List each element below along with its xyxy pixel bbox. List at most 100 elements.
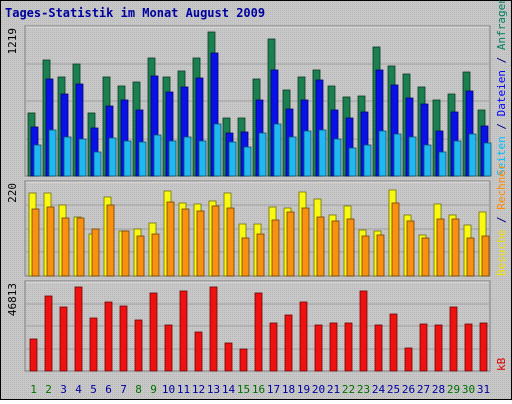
bar-visits-rechner-23	[361, 235, 370, 277]
bar-kb-kb-8	[134, 319, 143, 372]
bar-requests-seiten-31	[483, 142, 492, 177]
bar-visits-rechner-16	[256, 233, 265, 277]
bar-kb-kb-29	[449, 306, 458, 372]
bar-kb-kb-3	[59, 306, 68, 372]
x-tick-label: 16	[252, 383, 265, 396]
x-tick-label: 26	[402, 383, 415, 396]
panel-max-label: 46813	[6, 283, 19, 316]
bar-kb-kb-11	[179, 290, 188, 372]
x-tick-label: 12	[192, 383, 205, 396]
bar-requests-seiten-3	[63, 136, 72, 177]
bar-kb-kb-13	[209, 286, 218, 372]
legend-part: Dateien	[495, 70, 508, 116]
bar-visits-rechner-21	[331, 220, 340, 277]
x-tick-label: 17	[267, 383, 280, 396]
bar-visits-rechner-10	[166, 201, 175, 277]
bar-kb-kb-9	[149, 292, 158, 372]
bar-kb-kb-2	[44, 295, 53, 372]
bar-kb-kb-1	[29, 338, 38, 372]
bar-visits-rechner-26	[406, 220, 415, 277]
bar-kb-kb-19	[299, 301, 308, 372]
bar-requests-seiten-25	[393, 133, 402, 177]
panel-legend-label: Besuche / Rechner	[495, 163, 508, 276]
bar-requests-seiten-14	[228, 141, 237, 177]
bar-kb-kb-28	[434, 324, 443, 372]
x-tick-label: 4	[75, 383, 82, 396]
chart-panels: 1219 Seiten / Dateien / Anfragen 220 Besuch…	[6, 0, 508, 372]
x-tick-label: 3	[60, 383, 67, 396]
x-tick-label: 18	[282, 383, 295, 396]
x-tick-label: 9	[150, 383, 157, 396]
panel-requests: 1219 Seiten / Dateien / Anfragen	[6, 0, 508, 177]
bar-requests-seiten-28	[438, 151, 447, 177]
x-tick-label: 31	[477, 383, 490, 396]
bar-requests-seiten-15	[243, 146, 252, 177]
bar-requests-seiten-9	[153, 134, 162, 177]
panel-visits: 220 Besuche / Rechner	[6, 163, 508, 277]
bar-visits-rechner-28	[436, 218, 445, 277]
x-tick-label: 10	[162, 383, 175, 396]
bar-kb-kb-18	[284, 314, 293, 372]
legend-part: Rechner	[495, 163, 508, 210]
bar-kb-kb-25	[389, 313, 398, 372]
bar-visits-rechner-19	[301, 207, 310, 277]
x-tick-label: 21	[327, 383, 340, 396]
x-tick-label: 19	[297, 383, 310, 396]
bar-visits-rechner-14	[226, 207, 235, 277]
x-tick-label: 27	[417, 383, 430, 396]
bar-requests-seiten-22	[348, 147, 357, 177]
bar-requests-seiten-8	[138, 141, 147, 177]
panel-legend-label: Seiten / Dateien / Anfragen	[495, 0, 508, 176]
bar-requests-seiten-21	[333, 138, 342, 177]
x-tick-label: 29	[447, 383, 460, 396]
bar-requests-seiten-29	[453, 140, 462, 177]
bar-visits-rechner-22	[346, 218, 355, 277]
bar-visits-rechner-11	[181, 208, 190, 277]
bar-visits-rechner-1	[31, 208, 40, 277]
bar-requests-seiten-10	[168, 140, 177, 177]
x-axis-labels: 1 2 3 4 5 6 7 8 9 10 11 12 13 14 15 16 17 18 19 20 21 22 23 24 2…	[30, 383, 490, 396]
x-tick-label: 13	[207, 383, 220, 396]
chart-title: Tages-Statistik im Monat August 2009	[5, 6, 265, 20]
bar-visits-rechner-30	[466, 237, 475, 277]
bar-kb-kb-14	[224, 342, 233, 372]
bar-visits-rechner-17	[271, 219, 280, 277]
bar-visits-rechner-20	[316, 216, 325, 277]
bar-kb-kb-27	[419, 323, 428, 372]
bar-kb-kb-15	[239, 348, 248, 372]
bar-requests-seiten-27	[423, 144, 432, 177]
legend-part: kB	[495, 357, 508, 371]
bar-visits-rechner-13	[211, 205, 220, 277]
panel-max-label: 220	[6, 183, 19, 203]
bar-kb-kb-5	[89, 317, 98, 372]
x-tick-label: 5	[90, 383, 97, 396]
bar-requests-seiten-6	[108, 137, 117, 177]
bar-visits-rechner-25	[391, 202, 400, 277]
bar-requests-seiten-24	[378, 130, 387, 177]
bar-kb-kb-16	[254, 292, 263, 372]
x-tick-label: 22	[342, 383, 355, 396]
bar-kb-kb-4	[74, 286, 83, 372]
x-tick-label: 2	[45, 383, 52, 396]
bar-kb-kb-21	[329, 322, 338, 372]
bar-requests-seiten-11	[183, 136, 192, 177]
bar-visits-rechner-4	[76, 217, 85, 277]
legend-part: Besuche	[495, 230, 508, 276]
bar-kb-kb-6	[104, 301, 113, 372]
bar-kb-kb-26	[404, 347, 413, 372]
x-tick-label: 1	[30, 383, 37, 396]
bar-requests-seiten-12	[198, 140, 207, 177]
bar-kb-kb-24	[374, 324, 383, 372]
panel-kb: 46813 kB	[6, 280, 508, 372]
bar-visits-rechner-5	[91, 228, 100, 277]
bar-visits-rechner-18	[286, 211, 295, 277]
x-tick-label: 11	[177, 383, 190, 396]
x-tick-label: 25	[387, 383, 400, 396]
x-tick-label: 15	[237, 383, 250, 396]
bar-kb-kb-31	[479, 322, 488, 372]
bar-requests-seiten-17	[273, 123, 282, 177]
bar-requests-seiten-13	[213, 123, 222, 177]
panel-legend-label: kB	[495, 357, 508, 371]
